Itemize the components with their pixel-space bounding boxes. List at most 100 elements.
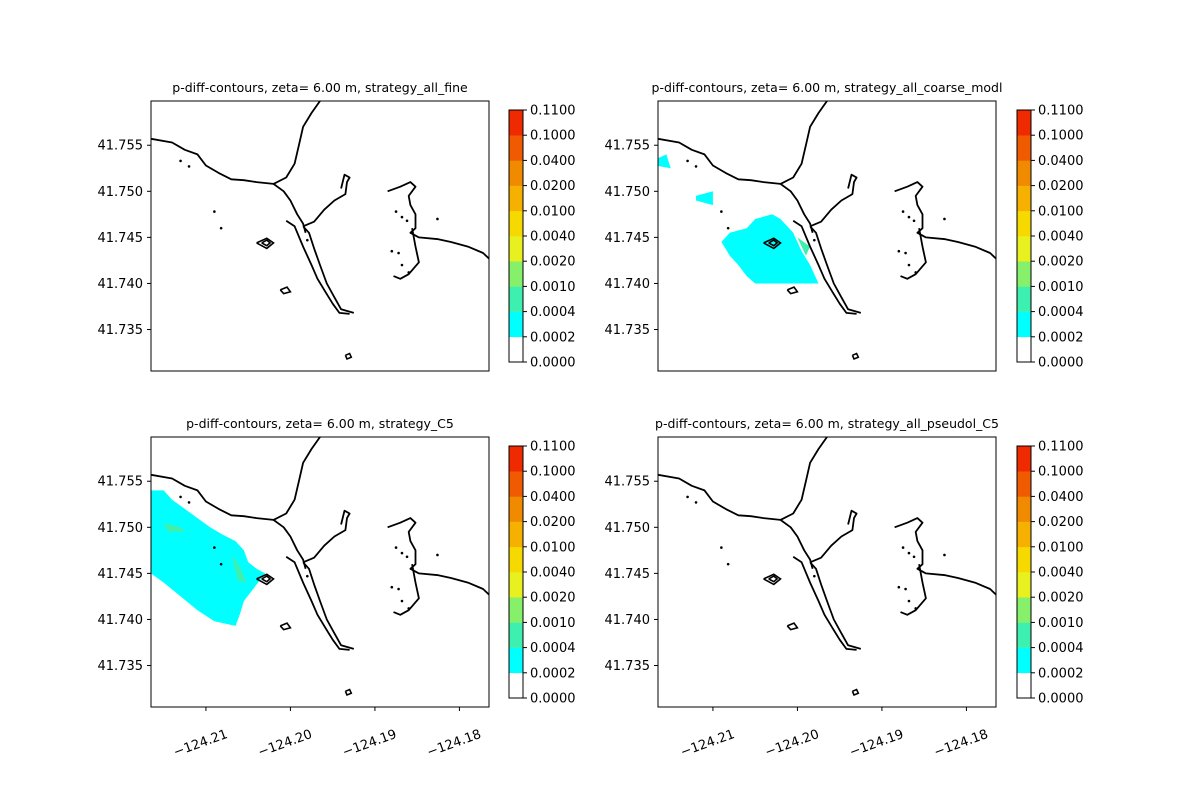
colorbar: 0.0000 0.0002 0.0004 0.0010 0.0020 0.0040 0.01… [1016,104,1084,371]
islet-dot [813,574,816,578]
y-tick-label: 41.745 [98,231,144,246]
plot-area [658,101,996,361]
islet-dot [694,165,698,168]
plot-area [151,437,489,697]
axes-frame [657,100,997,372]
coastline-north-shore [151,101,321,185]
colorbar-band [1017,110,1031,136]
colorbar-label: 0.1100 [1038,440,1084,455]
x-tick-label: −124.20 [763,727,821,760]
islet-dot [400,599,404,603]
colorbar-band [1017,311,1031,338]
contour-region-2 [721,214,819,284]
coastline-jetty [302,509,351,564]
coastline-island-center-inner [768,575,779,583]
colorbar-band [509,597,523,623]
subplot-2: p-diff-contours, zeta= 6.00 m, strategy_… [605,80,1084,372]
coastline-spit-west [285,556,350,651]
colorbar-band [509,521,523,548]
colorbar-label: 0.0002 [530,666,576,681]
coastline-spit-east [809,225,862,314]
islet-dot [726,226,730,230]
axes-frame [657,436,997,708]
islet-dot [436,553,439,557]
colorbar-label: 0.0040 [1038,566,1084,581]
contour-region-3 [231,555,247,583]
islet-dot [400,263,404,267]
y-tick-label: 41.745 [605,567,651,582]
colorbar-band [509,336,523,363]
coastline-island-center [763,237,782,250]
islet-dot [405,555,409,559]
islet-dot [390,249,394,253]
y-tick-label: 41.740 [98,613,144,628]
colorbar-label: 0.0200 [1038,179,1084,194]
islet-dot [306,238,309,242]
contour-region-1 [696,191,713,206]
coastline-spit-east [302,561,355,650]
coastline-island-center [763,573,782,586]
colorbar-label: 0.0020 [530,591,576,606]
islet-dot [907,599,911,603]
colorbar-label: 0.0040 [530,230,576,245]
colorbar-band [509,261,523,287]
colorbar-label: 0.0004 [530,305,576,320]
islet-dot [720,546,723,549]
colorbar-label: 0.0020 [1038,591,1084,606]
x-tick-label: −124.21 [172,727,230,760]
contour-region-3 [658,154,671,169]
axes-frame [150,100,490,372]
colorbar-band [509,160,523,186]
colorbar-band [1017,236,1031,262]
colorbar-band [509,647,523,674]
colorbar: 0.0000 0.0002 0.0004 0.0010 0.0020 0.0040 0.01… [508,104,576,371]
colorbar-band [509,546,523,573]
colorbar-label: 0.0100 [530,540,576,555]
coastline-spit-west [792,220,857,315]
islet-dot [436,217,439,221]
y-tick-label: 41.735 [98,659,144,674]
colorbar-band [1017,647,1031,674]
colorbar-band [1017,672,1031,699]
colorbar-band [1017,521,1031,548]
y-tick-label: 41.740 [605,277,651,292]
y-tick-label: 41.735 [98,323,144,338]
y-tick-label: 41.740 [98,277,144,292]
islet-dot [400,215,404,219]
coastline-east-loop [894,181,996,260]
coastline-island-center-inner [261,575,272,583]
colorbar-label: 0.0004 [530,641,576,656]
subplot-title: p-diff-contours, zeta= 6.00 m, strategy_… [172,80,468,95]
colorbar-label: 0.0002 [1038,330,1084,345]
colorbar-band [509,135,523,161]
coastline-islet-far-south [851,352,860,361]
coastline-spit-west [285,220,350,315]
y-tick-label: 41.745 [98,567,144,582]
y-tick-label: 41.755 [98,139,144,154]
colorbar-label: 0.1000 [530,465,576,480]
subplot-title: p-diff-contours, zeta= 6.00 m, strategy_… [652,80,1003,95]
colorbar-band [1017,622,1031,648]
colorbar-label: 0.0004 [1038,305,1084,320]
x-tick-label: −124.18 [425,727,483,760]
colorbar-band [1017,496,1031,522]
colorbar-label: 0.0020 [1038,255,1084,270]
colorbar-band [1017,446,1031,472]
coastline-islet-south [786,286,799,295]
contour-region-4 [797,237,811,256]
colorbar-band [1017,261,1031,287]
colorbar-label: 0.0010 [530,616,576,631]
coastline-island-center-inner [261,239,272,247]
coastline-island-center [256,237,275,250]
islet-dot [726,562,730,566]
islet-dot [405,219,409,223]
islet-dot [306,574,309,578]
coastline-east-loop [387,181,489,260]
coastline-bay-inlet [779,519,814,570]
colorbar-band [1017,336,1031,363]
colorbar-band [1017,210,1031,237]
islet-dot [907,263,911,267]
y-tick-label: 41.750 [98,185,144,200]
colorbar-label: 0.0040 [1038,230,1084,245]
islet-dot [907,551,911,555]
